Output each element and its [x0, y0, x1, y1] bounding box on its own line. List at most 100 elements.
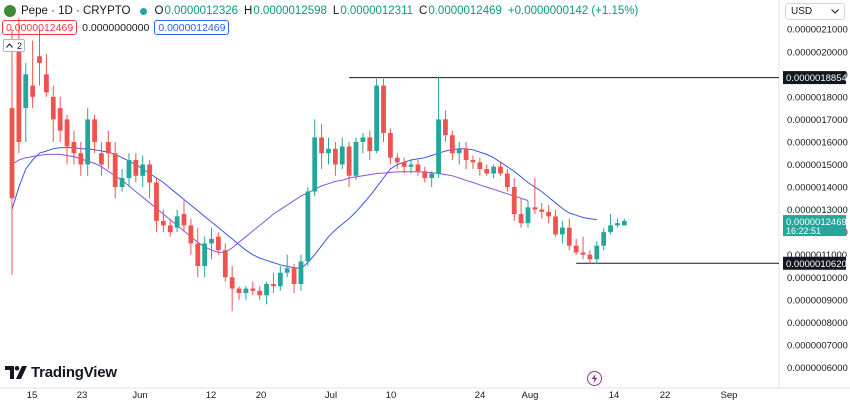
- time-tick-label: 10: [386, 390, 397, 401]
- candle-body: [119, 178, 125, 188]
- candle-body: [415, 164, 421, 172]
- candles: [9, 17, 627, 312]
- price-tick-label: 0.0000013000: [787, 205, 848, 216]
- tradingview-logo-icon: [5, 366, 27, 379]
- candle-body: [346, 146, 352, 176]
- symbol-title[interactable]: Pepe · 1D · CRYPTO: [21, 5, 131, 17]
- time-tick-label: 24: [475, 390, 486, 401]
- candle-body: [209, 238, 214, 244]
- candle-body: [298, 261, 304, 285]
- candle: [160, 209, 166, 233]
- candle-body: [37, 56, 42, 64]
- moving-averages: [11, 147, 597, 269]
- price-label-box: [783, 71, 846, 85]
- candle: [573, 238, 579, 255]
- price-tick-label: 0.0000018000: [787, 92, 848, 103]
- candle-body: [174, 216, 180, 228]
- time-tick-label: 23: [77, 390, 88, 401]
- open-key: O: [154, 5, 164, 17]
- price-tick-label: 0.0000014000: [787, 183, 848, 194]
- ma-slow-line: [11, 153, 529, 253]
- price-label-box: [783, 256, 846, 270]
- candle: [209, 227, 214, 260]
- candle-body: [463, 148, 469, 160]
- candle-body: [429, 173, 435, 179]
- buy-button[interactable]: 0.0000012469: [154, 20, 230, 35]
- candle-body: [9, 108, 15, 199]
- candle-body: [326, 148, 331, 154]
- candle: [85, 108, 91, 176]
- candle-body: [284, 268, 290, 273]
- candle-body: [532, 207, 538, 210]
- candle-body: [573, 245, 579, 253]
- candle: [326, 137, 331, 165]
- candle: [236, 286, 242, 300]
- candle-body: [243, 288, 249, 294]
- time-tick-label: Jun: [132, 390, 147, 401]
- candle: [37, 29, 42, 86]
- candle: [92, 114, 97, 154]
- candle: [560, 220, 565, 244]
- candle: [594, 241, 600, 264]
- indicators-toggle[interactable]: 2: [3, 39, 25, 52]
- lightning-icon[interactable]: [587, 371, 602, 386]
- candle-body: [560, 227, 565, 235]
- candle: [367, 130, 373, 160]
- candle: [621, 218, 627, 226]
- legend-header: Pepe · 1D · CRYPTO O 0.0000012326 H 0.00…: [4, 3, 638, 19]
- candle-body: [160, 220, 166, 226]
- currency-select[interactable]: USD: [785, 3, 845, 20]
- candle-body: [112, 153, 118, 188]
- sell-button[interactable]: 0.0000012469: [2, 20, 78, 35]
- market-status-icon: [139, 7, 147, 15]
- candle: [9, 29, 15, 275]
- price-label-text: 0.0000010620: [786, 259, 847, 270]
- candle: [271, 272, 276, 294]
- time-tick-label: Sep: [721, 390, 738, 401]
- candle-body: [71, 141, 77, 154]
- candle-body: [50, 96, 56, 120]
- candle: [50, 85, 56, 142]
- candle: [511, 178, 517, 221]
- candle-body: [553, 216, 558, 235]
- current-price-box: [783, 215, 846, 237]
- candle: [99, 141, 104, 176]
- candle-body: [601, 232, 607, 246]
- high-value: 0.0000012598: [253, 5, 327, 17]
- candle-body: [401, 162, 407, 167]
- candle: [257, 286, 263, 300]
- candle: [312, 119, 318, 197]
- price-tick-label: 0.0000006000: [787, 363, 848, 374]
- countdown-text: 16:22:51: [786, 226, 821, 236]
- candle-body: [615, 223, 620, 226]
- candle-body: [229, 277, 235, 289]
- candle: [64, 114, 70, 165]
- candle-body: [264, 284, 269, 296]
- spread-value: 0.0000000000: [82, 21, 150, 34]
- candle: [491, 164, 496, 179]
- candle-body: [525, 207, 531, 224]
- candle-body: [353, 141, 359, 176]
- candle-body: [312, 137, 318, 192]
- time-tick-label: 20: [256, 390, 267, 401]
- candle: [243, 286, 249, 300]
- candle-body: [44, 74, 49, 93]
- candle: [319, 123, 324, 170]
- trade-panel: 0.0000012469 0.0000000000 0.0000012469: [2, 20, 230, 35]
- price-tick-label: 0.0000017000: [787, 115, 848, 126]
- candle-body: [546, 211, 552, 217]
- low-key: L: [332, 5, 340, 17]
- current-price-text: 0.0000012469: [786, 217, 847, 228]
- candle-body: [291, 268, 297, 285]
- candle: [539, 202, 545, 219]
- candle-body: [222, 250, 228, 278]
- tradingview-logo[interactable]: TradingView: [5, 364, 117, 381]
- price-tick-label: 0.0000008000: [787, 318, 848, 329]
- candle: [615, 218, 620, 228]
- candle: [71, 130, 77, 165]
- candle-body: [195, 243, 201, 266]
- candle: [339, 137, 345, 170]
- candle-body: [236, 288, 242, 294]
- candle-body: [470, 159, 476, 163]
